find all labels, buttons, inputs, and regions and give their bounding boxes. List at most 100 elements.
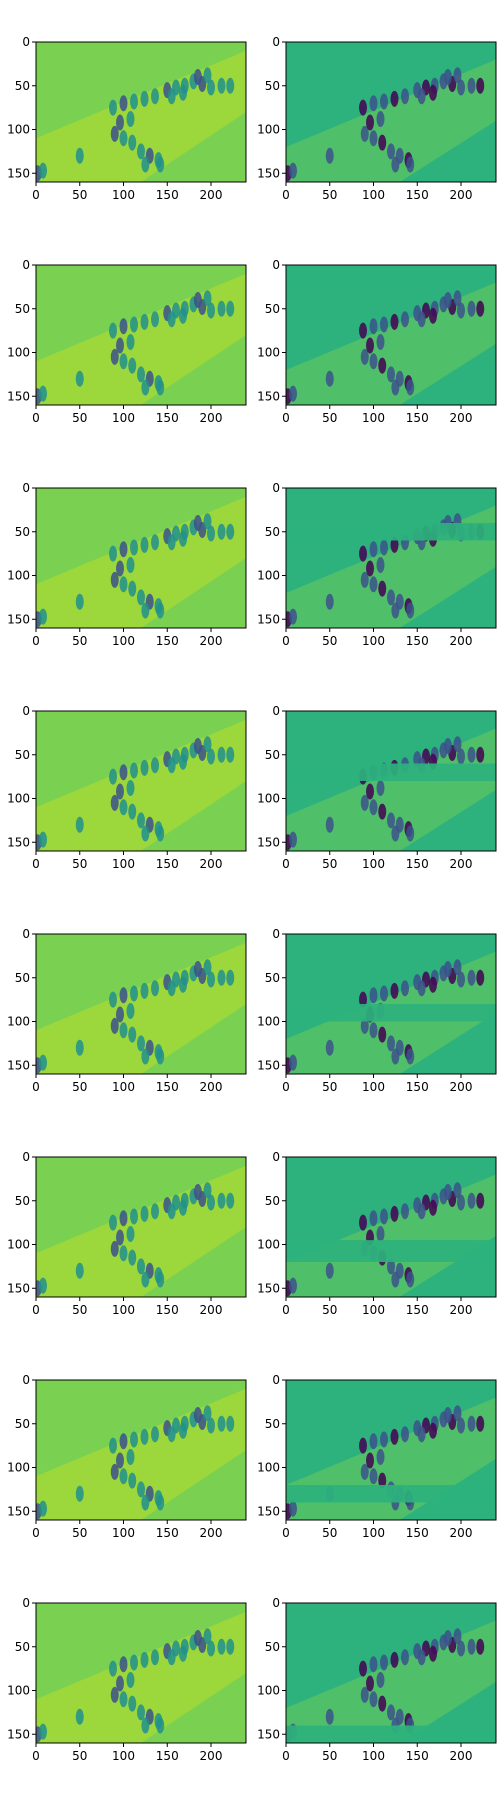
figure-blob bbox=[453, 1405, 462, 1422]
figure-blob bbox=[289, 162, 297, 179]
figure-blob bbox=[119, 1656, 128, 1673]
figure-blob bbox=[360, 348, 369, 365]
axes-frame bbox=[35, 1379, 247, 1521]
x-tick-label: 100 bbox=[362, 411, 385, 425]
figure-blob bbox=[429, 1422, 437, 1439]
figure-blob bbox=[126, 1449, 135, 1465]
x-tick-label: 150 bbox=[406, 1080, 429, 1094]
x-tick-label: 200 bbox=[200, 188, 223, 202]
x-tick-label: 150 bbox=[156, 634, 179, 648]
figure-blob bbox=[126, 557, 135, 573]
figure-blob bbox=[325, 370, 334, 387]
y-tick-label: 150 bbox=[7, 1058, 30, 1072]
figure-blob bbox=[325, 816, 334, 833]
figure-blob bbox=[387, 143, 395, 160]
masked-band bbox=[286, 1240, 496, 1262]
figure-blob bbox=[116, 1452, 124, 1469]
y-tick-label: 50 bbox=[15, 971, 30, 985]
figure-blob bbox=[119, 1433, 128, 1450]
figure-blob bbox=[217, 300, 226, 317]
figure-blob bbox=[151, 980, 159, 997]
figure-blob bbox=[325, 1039, 334, 1056]
panel-r6-c0: 0 50 100 150 200 0 50 100 150 bbox=[7, 1373, 247, 1540]
figure-blob bbox=[140, 313, 149, 330]
figure-blob bbox=[128, 1472, 137, 1489]
figure-blob bbox=[137, 1704, 145, 1721]
figure-blob bbox=[137, 812, 145, 829]
figure-blob bbox=[359, 991, 367, 1008]
figure-blob bbox=[167, 757, 176, 774]
figure-blob bbox=[207, 79, 215, 96]
figure-blob bbox=[369, 95, 378, 112]
figure-blob bbox=[156, 1271, 165, 1288]
figure-blob bbox=[141, 156, 150, 173]
panel-r6-c1: 0 50 100 150 200 0 50 100 150 bbox=[257, 1373, 497, 1540]
figure-blob bbox=[167, 1649, 176, 1666]
figure-blob bbox=[366, 783, 374, 800]
figure-blob bbox=[110, 1017, 119, 1034]
y-tick-label: 150 bbox=[7, 1504, 30, 1518]
figure-blob bbox=[119, 576, 128, 593]
bright-field bbox=[286, 282, 496, 405]
figure-blob bbox=[179, 530, 187, 547]
masked-band bbox=[286, 1725, 496, 1743]
figure-blob bbox=[391, 825, 400, 842]
figure-blob bbox=[467, 1415, 476, 1432]
figure-blob bbox=[390, 1428, 399, 1445]
figure-blob bbox=[217, 1192, 226, 1209]
y-tick-label: 100 bbox=[257, 569, 280, 583]
figure-blob bbox=[109, 545, 117, 562]
y-tick-label: 50 bbox=[265, 971, 280, 985]
figure-blob bbox=[119, 95, 128, 112]
figure-blob bbox=[109, 1660, 117, 1677]
figure-blob bbox=[387, 366, 395, 383]
y-tick-label: 100 bbox=[257, 1684, 280, 1698]
y-tick-label: 100 bbox=[257, 1461, 280, 1475]
figure-blob bbox=[141, 1494, 150, 1511]
masked-band bbox=[286, 1485, 496, 1503]
y-tick-label: 0 bbox=[272, 258, 280, 272]
figure-blob bbox=[380, 316, 388, 333]
y-tick-label: 0 bbox=[22, 1596, 30, 1610]
x-tick-label: 150 bbox=[156, 411, 179, 425]
figure-blob bbox=[360, 1686, 369, 1703]
figure-blob bbox=[167, 980, 176, 997]
figure-blob bbox=[417, 88, 426, 105]
figure-blob bbox=[360, 1017, 369, 1034]
figure-blob bbox=[390, 1205, 399, 1222]
figure-blob bbox=[406, 1048, 415, 1065]
figure-blob bbox=[376, 780, 385, 796]
figure-blob bbox=[476, 1192, 485, 1209]
figure-blob bbox=[378, 357, 387, 374]
y-tick-label: 150 bbox=[257, 1058, 280, 1072]
figure-blob bbox=[207, 748, 215, 765]
y-tick-label: 150 bbox=[257, 1727, 280, 1741]
x-tick-label: 0 bbox=[282, 1303, 290, 1317]
figure-blob bbox=[116, 1006, 124, 1023]
figure-blob bbox=[369, 799, 378, 816]
x-tick-label: 50 bbox=[322, 188, 337, 202]
x-tick-label: 200 bbox=[200, 857, 223, 871]
figure-blob bbox=[203, 290, 212, 307]
figure-blob bbox=[179, 307, 187, 324]
y-tick-label: 100 bbox=[7, 569, 30, 583]
figure-blob bbox=[119, 130, 128, 147]
y-tick-label: 150 bbox=[257, 1504, 280, 1518]
figure-blob bbox=[417, 311, 426, 328]
figure-blob bbox=[366, 114, 374, 131]
x-tick-label: 100 bbox=[362, 1080, 385, 1094]
figure-blob bbox=[226, 969, 235, 986]
figure-blob bbox=[126, 334, 135, 350]
figure-blob bbox=[156, 825, 165, 842]
figure-blob bbox=[325, 147, 334, 164]
y-tick-label: 50 bbox=[15, 1417, 30, 1431]
figure-blob bbox=[130, 1431, 138, 1448]
figure-blob bbox=[359, 1437, 367, 1454]
axes-frame bbox=[35, 933, 247, 1075]
figure-blob bbox=[369, 576, 378, 593]
figure-blob bbox=[401, 980, 409, 997]
figure-blob bbox=[217, 969, 226, 986]
figure-blob bbox=[476, 1415, 485, 1432]
figure-blob bbox=[226, 77, 235, 94]
y-tick-label: 50 bbox=[15, 525, 30, 539]
